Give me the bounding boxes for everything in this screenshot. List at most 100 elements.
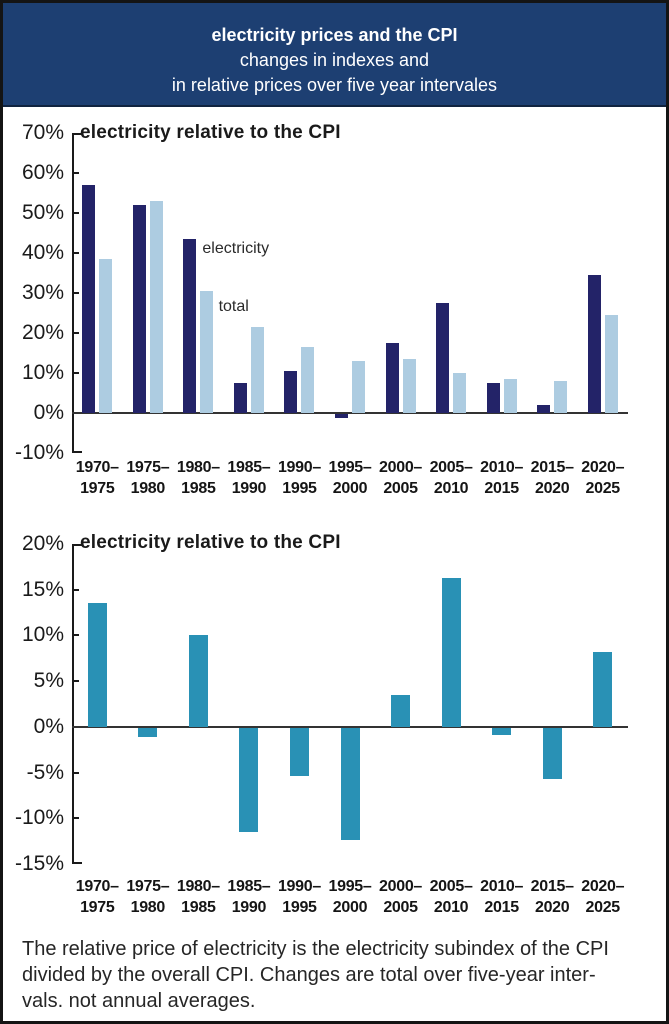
bar-total-2015-2020: [554, 381, 568, 413]
x-category-label: 1970– 1975: [75, 459, 119, 497]
header-banner: electricity prices and the CPI changes i…: [3, 3, 666, 107]
y-axis: [72, 133, 74, 453]
x-category-label: 2020– 2025: [581, 878, 625, 916]
y-tick: [74, 771, 79, 774]
bar-total-1990-1995: [301, 347, 315, 413]
x-category-label: 2010– 2015: [480, 878, 524, 916]
x-category-label: 2005– 2010: [429, 459, 473, 497]
bar-electricity-2015-2020: [542, 727, 562, 780]
y-axis-bottom-cap: [72, 862, 82, 864]
y-tick: [74, 212, 79, 214]
bar-electricity-1975-1980: [132, 205, 146, 413]
x-category-label: 2020– 2025: [581, 459, 625, 497]
y-tick-label: 20%: [21, 321, 64, 344]
x-category-label: 2010– 2015: [480, 459, 524, 497]
y-tick-label: 0%: [33, 714, 64, 738]
bar-electricity-1995-2000: [340, 727, 360, 841]
header-title: electricity prices and the CPI: [211, 25, 458, 45]
y-tick: [74, 332, 79, 334]
bar-total-2020-2025: [604, 315, 618, 413]
bar-total-1970-1975: [99, 259, 113, 413]
x-category-label: 2000– 2005: [379, 878, 423, 916]
y-tick: [74, 292, 79, 294]
bar-electricity-1970-1975: [82, 185, 96, 413]
y-tick-label: -15%: [14, 852, 64, 875]
chart2-title: electricity relative to the CPI: [80, 532, 341, 553]
x-category-label: 1990– 1995: [277, 878, 321, 916]
footnote-line: The relative price of electricity is the…: [22, 938, 609, 960]
bar-electricity-1980-1985: [183, 239, 197, 413]
bar-electricity-2005-2010: [441, 577, 461, 727]
bar-total-1985-1990: [250, 327, 264, 413]
x-category-label: 1985– 1990: [227, 878, 271, 916]
bar-electricity-2000-2005: [385, 343, 399, 413]
bar-electricity-2020-2025: [587, 275, 601, 413]
y-tick: [74, 172, 79, 174]
x-category-label: 1980– 1985: [176, 459, 220, 497]
y-tick: [74, 588, 79, 591]
header-subtitle-line2: in relative prices over five year interv…: [171, 75, 498, 95]
bar-electricity-2015-2020: [537, 405, 551, 413]
bar-electricity-1975-1980: [138, 727, 158, 737]
y-tick-label: 20%: [21, 532, 64, 555]
bar-electricity-2010-2015: [486, 383, 500, 413]
y-axis-top-cap: [72, 544, 82, 546]
x-category-label: 2005– 2010: [429, 878, 473, 916]
y-tick-label: 70%: [21, 121, 64, 144]
x-category-label: 1975– 1980: [126, 878, 170, 916]
footnote-line: divided by the overall CPI. Changes are …: [22, 964, 596, 986]
series-label-total: total: [218, 298, 249, 315]
x-category-label: 2015– 2020: [530, 459, 574, 497]
y-tick: [74, 680, 79, 683]
bar-electricity-2000-2005: [391, 694, 411, 727]
bar-total-1995-2000: [352, 361, 365, 413]
x-category-label: 1985– 1990: [227, 459, 271, 497]
header-subtitle-line1: changes in indexes and: [239, 50, 430, 70]
bar-total-1980-1985: [200, 291, 214, 413]
bar-electricity-1995-2000: [335, 414, 348, 418]
bar-electricity-2010-2015: [492, 727, 512, 736]
y-axis-bottom-cap: [72, 451, 82, 453]
y-tick-label: 10%: [21, 623, 64, 647]
y-tick-label: 5%: [33, 669, 64, 693]
x-category-label: 1995– 2000: [328, 878, 372, 916]
y-axis: [72, 544, 74, 864]
x-category-label: 1970– 1975: [75, 878, 119, 916]
x-category-label: 1980– 1985: [176, 878, 220, 916]
x-category-label: 2015– 2020: [530, 878, 574, 916]
bar-electricity-2005-2010: [436, 303, 450, 413]
y-tick-label: -10%: [14, 806, 64, 830]
bar-total-1975-1980: [149, 201, 163, 413]
bar-electricity-1985-1990: [233, 383, 247, 413]
y-tick: [74, 372, 79, 374]
zero-line: [72, 412, 628, 414]
y-tick: [74, 252, 79, 254]
y-tick-label: -5%: [26, 760, 64, 784]
y-tick: [74, 634, 79, 637]
y-tick-label: 60%: [21, 161, 64, 184]
bar-electricity-1990-1995: [289, 727, 309, 777]
chart1-title: electricity relative to the CPI: [80, 122, 341, 143]
y-tick: [74, 817, 79, 820]
footnote-line: vals. not annual averages.: [22, 990, 256, 1012]
x-category-label: 2000– 2005: [379, 459, 423, 497]
y-tick-label: 30%: [21, 281, 64, 304]
y-tick-label: 10%: [21, 361, 64, 384]
y-tick-label: 0%: [33, 401, 64, 424]
y-axis-top-cap: [72, 133, 82, 135]
bar-total-2010-2015: [503, 379, 517, 413]
bar-electricity-2020-2025: [593, 651, 613, 727]
x-category-label: 1990– 1995: [277, 459, 321, 497]
bar-electricity-1985-1990: [239, 727, 259, 833]
zero-line: [72, 725, 628, 728]
series-label-electricity: electricity: [202, 240, 270, 257]
x-category-label: 1975– 1980: [126, 459, 170, 497]
bar-electricity-1980-1985: [188, 635, 208, 727]
y-tick-label: 50%: [21, 201, 64, 224]
y-tick-label: -10%: [14, 441, 64, 464]
x-category-label: 1995– 2000: [328, 459, 372, 497]
bar-electricity-1990-1995: [284, 371, 298, 413]
bar-total-2005-2010: [453, 373, 467, 413]
